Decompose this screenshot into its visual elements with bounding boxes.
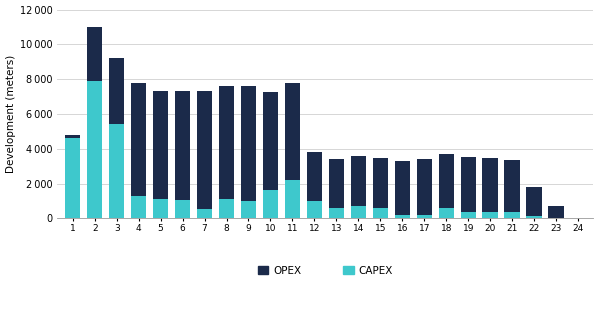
Bar xyxy=(65,138,80,218)
Bar xyxy=(438,208,454,218)
Bar xyxy=(131,196,146,218)
Bar xyxy=(197,209,212,218)
Bar xyxy=(395,161,410,215)
Bar xyxy=(307,201,322,218)
Bar xyxy=(329,159,344,208)
Bar xyxy=(527,187,542,216)
Bar xyxy=(153,91,168,199)
Bar xyxy=(416,159,432,215)
Bar xyxy=(87,27,102,81)
Bar xyxy=(461,157,476,212)
Bar xyxy=(461,212,476,218)
Bar xyxy=(395,215,410,218)
Bar xyxy=(131,83,146,196)
Bar xyxy=(482,158,498,211)
Bar xyxy=(241,86,256,201)
Bar xyxy=(329,208,344,218)
Bar xyxy=(373,158,388,208)
Bar xyxy=(219,199,234,218)
Bar xyxy=(285,180,300,218)
Bar xyxy=(549,206,564,218)
Bar xyxy=(373,208,388,218)
Bar xyxy=(504,212,520,218)
Bar xyxy=(263,92,278,190)
Bar xyxy=(438,154,454,208)
Bar xyxy=(219,86,234,199)
Y-axis label: Development (meters): Development (meters) xyxy=(5,55,16,173)
Bar xyxy=(153,199,168,218)
Bar xyxy=(350,206,366,218)
Bar xyxy=(87,81,102,218)
Bar xyxy=(65,135,80,138)
Bar xyxy=(416,215,432,218)
Bar xyxy=(527,216,542,218)
Bar xyxy=(241,201,256,218)
Bar xyxy=(175,200,190,218)
Bar xyxy=(175,91,190,200)
Bar xyxy=(109,58,125,124)
Bar xyxy=(263,190,278,218)
Bar xyxy=(350,156,366,206)
Bar xyxy=(307,152,322,201)
Bar xyxy=(482,211,498,218)
Bar xyxy=(285,83,300,180)
Bar xyxy=(504,160,520,212)
Legend: OPEX, CAPEX: OPEX, CAPEX xyxy=(253,262,397,280)
Bar xyxy=(197,91,212,209)
Bar xyxy=(109,124,125,218)
